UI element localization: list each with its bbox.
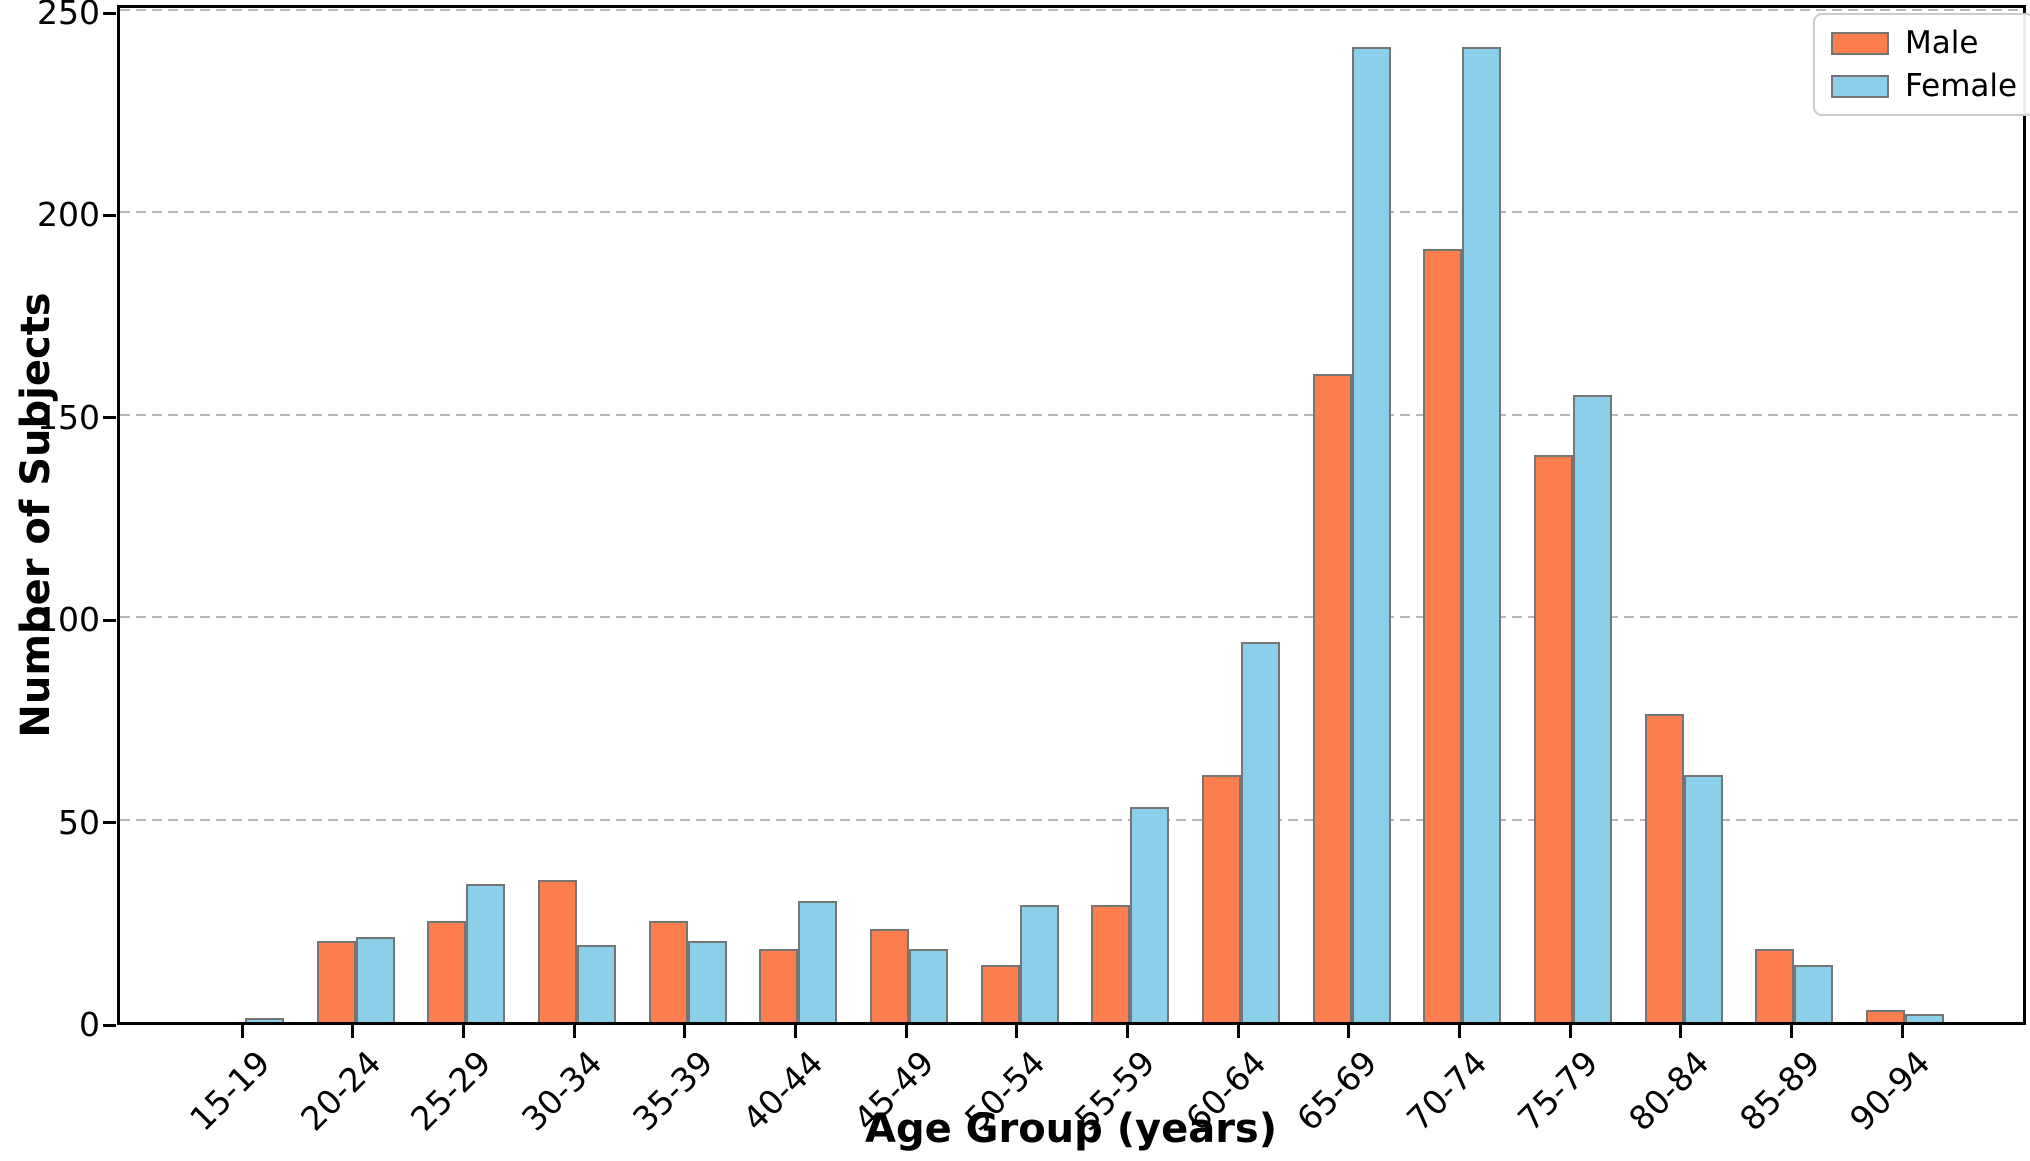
x-tick-mark [240, 1025, 244, 1038]
y-tick-label: 250 [37, 0, 100, 33]
gridline-y-100 [120, 616, 2023, 619]
male-bar-35-39 [648, 920, 688, 1022]
x-tick-label-25-29: 25-29 [403, 1043, 499, 1139]
y-tick-label: 100 [37, 600, 100, 640]
female-bar-80-84 [1683, 775, 1723, 1022]
y-tick-mark [103, 821, 116, 825]
x-tick-label-70-74: 70-74 [1399, 1043, 1495, 1139]
male-bar-20-24 [316, 941, 356, 1022]
female-bar-60-64 [1241, 641, 1281, 1022]
legend-swatch-female [1831, 74, 1889, 98]
male-bar-55-59 [1091, 904, 1131, 1022]
x-tick-mark [351, 1025, 355, 1038]
male-bar-60-64 [1202, 775, 1242, 1022]
x-tick-mark [1347, 1025, 1351, 1038]
x-tick-mark [683, 1025, 687, 1038]
plot-area [117, 5, 2026, 1025]
female-bar-70-74 [1462, 46, 1502, 1022]
female-bar-55-59 [1130, 807, 1170, 1022]
female-bar-25-29 [466, 884, 506, 1022]
x-tick-label-40-44: 40-44 [735, 1043, 831, 1139]
x-tick-label-90-94: 90-94 [1842, 1043, 1938, 1139]
y-tick-mark [103, 416, 116, 420]
legend-label: Male [1905, 25, 1979, 61]
gridline-y-200 [120, 211, 2023, 214]
female-bar-85-89 [1794, 965, 1834, 1022]
y-tick-mark [103, 618, 116, 622]
legend-swatch-male [1831, 31, 1889, 55]
x-tick-mark [461, 1025, 465, 1038]
x-tick-label-30-34: 30-34 [514, 1043, 610, 1139]
y-tick-mark [103, 1023, 116, 1027]
x-tick-label-35-39: 35-39 [624, 1043, 721, 1139]
male-bar-70-74 [1423, 248, 1463, 1022]
y-tick-label: 200 [37, 195, 100, 235]
y-tick-label: 150 [37, 397, 100, 437]
male-bar-30-34 [538, 880, 577, 1022]
x-tick-mark [1015, 1025, 1019, 1038]
x-tick-mark [1236, 1025, 1240, 1038]
female-bar-75-79 [1573, 394, 1613, 1022]
x-tick-mark [904, 1025, 908, 1038]
female-bar-40-44 [798, 900, 838, 1022]
y-axis-label: Number of Subjects [13, 292, 59, 738]
y-tick-label: 50 [58, 802, 100, 842]
male-bar-50-54 [980, 965, 1020, 1022]
gridline-y-250 [120, 9, 2023, 12]
gridline-y-150 [120, 413, 2023, 416]
female-bar-15-19 [245, 1017, 284, 1022]
female-bar-30-34 [577, 945, 616, 1022]
legend: Male Female [1813, 13, 2030, 116]
x-tick-mark [1568, 1025, 1572, 1038]
x-tick-label-15-19: 15-19 [182, 1043, 278, 1139]
y-tick-mark [103, 213, 116, 217]
x-axis-label: Age Group (years) [864, 1106, 1278, 1152]
female-bar-50-54 [1019, 904, 1059, 1022]
gridline-y-50 [120, 818, 2023, 821]
x-tick-label-65-69: 65-69 [1288, 1043, 1385, 1139]
x-tick-mark [572, 1025, 576, 1038]
x-tick-mark [1125, 1025, 1129, 1038]
x-tick-label-75-79: 75-79 [1510, 1043, 1606, 1139]
female-bar-65-69 [1351, 46, 1391, 1022]
x-tick-label-20-24: 20-24 [292, 1043, 389, 1139]
female-bar-35-39 [687, 941, 727, 1022]
female-bar-20-24 [355, 937, 395, 1022]
x-tick-mark [1900, 1025, 1904, 1038]
legend-item-male: Male [1831, 26, 2017, 60]
x-tick-mark [793, 1025, 797, 1038]
male-bar-25-29 [427, 920, 467, 1022]
legend-label: Female [1905, 68, 2018, 104]
male-bar-90-94 [1866, 1009, 1906, 1022]
male-bar-80-84 [1644, 714, 1684, 1022]
male-bar-75-79 [1534, 455, 1574, 1022]
male-bar-85-89 [1755, 949, 1795, 1022]
x-tick-mark [1679, 1025, 1683, 1038]
male-bar-40-44 [759, 949, 799, 1022]
female-bar-90-94 [1905, 1013, 1945, 1022]
female-bar-45-49 [909, 949, 949, 1022]
x-tick-mark [1789, 1025, 1793, 1038]
y-tick-mark [103, 11, 116, 15]
x-tick-label-85-89: 85-89 [1731, 1043, 1827, 1139]
male-bar-45-49 [870, 928, 910, 1022]
x-tick-label-80-84: 80-84 [1620, 1043, 1717, 1139]
y-tick-label: 0 [79, 1005, 100, 1044]
x-tick-mark [1457, 1025, 1461, 1038]
legend-item-female: Female [1831, 69, 2017, 103]
male-bar-65-69 [1312, 374, 1352, 1022]
